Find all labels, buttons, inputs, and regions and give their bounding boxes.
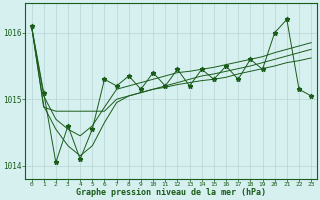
X-axis label: Graphe pression niveau de la mer (hPa): Graphe pression niveau de la mer (hPa) bbox=[76, 188, 266, 197]
